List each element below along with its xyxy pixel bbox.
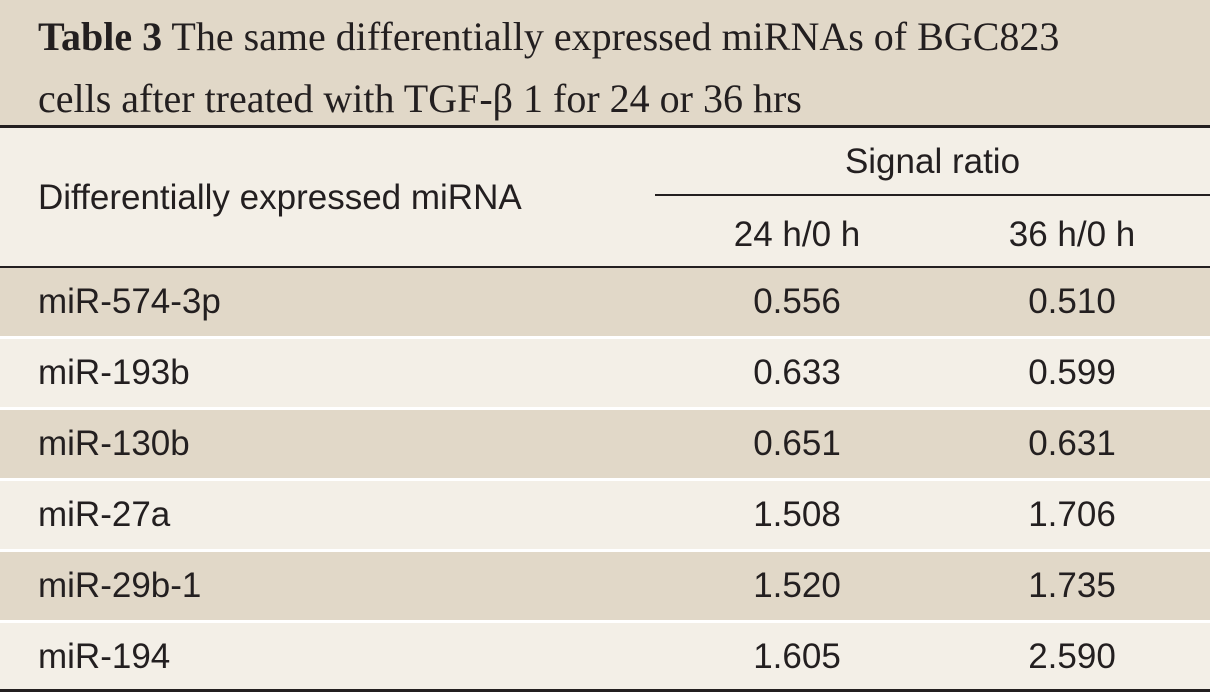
caption-line-2: cells after treated with TGF-β 1 for 24 …	[38, 76, 802, 121]
ratio-36h-cell: 2.590	[1028, 637, 1116, 676]
row-separator	[0, 336, 1210, 339]
table-row: miR-193b 0.633 0.599	[0, 339, 1210, 407]
table-row: miR-29b-1 1.520 1.735	[0, 552, 1210, 620]
row-separator	[0, 478, 1210, 481]
mirna-name-cell: miR-29b-1	[38, 566, 202, 605]
mirna-name-cell: miR-574-3p	[38, 282, 221, 321]
ratio-36h-cell: 0.599	[1028, 353, 1116, 392]
table-row: miR-27a 1.508 1.706	[0, 481, 1210, 549]
ratio-36h-cell: 0.631	[1028, 424, 1116, 463]
table-caption: Table 3 The same differentially expresse…	[0, 0, 1210, 125]
row-separator	[0, 549, 1210, 552]
bottom-rule	[0, 689, 1210, 692]
table-row: miR-194 1.605 2.590	[0, 623, 1210, 689]
top-rule	[0, 125, 1210, 128]
ratio-24h-cell: 0.556	[753, 282, 841, 321]
table-body: miR-574-3p 0.556 0.510 miR-193b 0.633 0.…	[0, 268, 1210, 689]
group-header-rule	[655, 194, 1210, 196]
mirna-name-cell: miR-130b	[38, 424, 190, 463]
ratio-24h-cell: 1.605	[753, 637, 841, 676]
column-group-header-signal-ratio: Signal ratio	[844, 142, 1021, 181]
ratio-36h-cell: 1.706	[1028, 495, 1116, 534]
column-header-36h: 36 h/0 h	[1008, 215, 1136, 254]
row-separator	[0, 407, 1210, 410]
row-separator	[0, 620, 1210, 623]
ratio-24h-cell: 0.651	[753, 424, 841, 463]
caption-line-1: Table 3 The same differentially expresse…	[38, 6, 1210, 68]
header-rule	[0, 266, 1210, 268]
ratio-36h-cell: 0.510	[1028, 282, 1116, 321]
table-row: miR-130b 0.651 0.631	[0, 410, 1210, 478]
ratio-24h-cell: 1.520	[753, 566, 841, 605]
ratio-24h-cell: 0.633	[753, 353, 841, 392]
mirna-name-cell: miR-27a	[38, 495, 171, 534]
column-header-mirna: Differentially expressed miRNA	[38, 178, 522, 217]
column-header-24h: 24 h/0 h	[733, 215, 861, 254]
mirna-name-cell: miR-194	[38, 637, 171, 676]
mirna-name-cell: miR-193b	[38, 353, 190, 392]
ratio-24h-cell: 1.508	[753, 495, 841, 534]
table-row: miR-574-3p 0.556 0.510	[0, 268, 1210, 336]
table-header: Differentially expressed miRNA Signal ra…	[0, 128, 1210, 266]
caption-title: The same differentially expressed miRNAs…	[171, 14, 1060, 59]
table-label: Table 3	[38, 14, 163, 59]
ratio-36h-cell: 1.735	[1028, 566, 1116, 605]
